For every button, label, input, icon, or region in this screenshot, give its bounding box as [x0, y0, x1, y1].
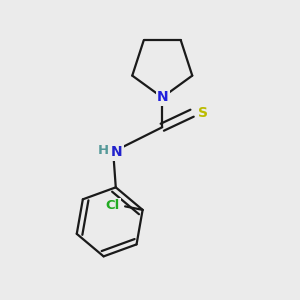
Text: Cl: Cl: [106, 199, 120, 212]
Text: N: N: [111, 146, 122, 160]
Text: N: N: [157, 90, 169, 104]
Text: H: H: [98, 144, 109, 157]
Text: S: S: [198, 106, 208, 120]
